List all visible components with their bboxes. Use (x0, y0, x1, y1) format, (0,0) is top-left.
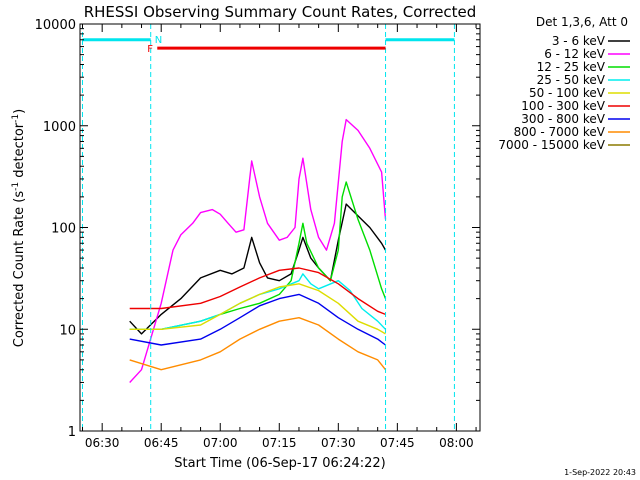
y-label-part-3: ) (12, 109, 27, 114)
plot-frame (79, 23, 481, 432)
x-tick-label: 07:45 (380, 436, 415, 450)
legend-label: 100 - 300 keV (521, 99, 605, 113)
legend-label: 6 - 12 keV (544, 47, 606, 61)
y-tick-label: 10000 (35, 18, 76, 33)
x-axis-label: Start Time (06-Sep-17 06:24:22) (174, 456, 385, 471)
legend-label: 800 - 7000 keV (514, 125, 606, 139)
legend-label: 12 - 25 keV (537, 60, 606, 74)
legend-label: 7000 - 15000 keV (498, 138, 605, 152)
x-tick-label: 07:30 (321, 436, 356, 450)
flags-layer: NF (81, 24, 455, 431)
legend-label: 25 - 50 keV (537, 73, 606, 87)
series-line-2 (129, 181, 387, 330)
series-line-4 (129, 283, 386, 335)
legend-label: 3 - 6 keV (552, 34, 606, 48)
y-label-sup-1: -1 (11, 182, 21, 191)
y-label-sup-2: -1 (11, 114, 21, 123)
axes-layer: 06:30 06:45 07:00 07:15 07:30 07:45 08:00 1 10 10… (35, 18, 480, 450)
y-label-part-1: Corrected Count Rate (s (12, 191, 27, 348)
x-tick-label: 06:30 (85, 436, 120, 450)
y-axis-label: Corrected Count Rate (s-1 detector-1) (11, 109, 27, 347)
y-tick-label: 1000 (43, 120, 76, 135)
y-label-part-2: detector (12, 122, 27, 182)
x-tick-label: 07:00 (203, 436, 238, 450)
legend-header: Det 1,3,6, Att 0 (536, 15, 628, 29)
series-line-3 (129, 273, 387, 330)
legend-label: 300 - 800 keV (521, 112, 605, 126)
night-label: N (155, 35, 162, 46)
series-line-1 (129, 118, 387, 383)
chart-title: RHESSI Observing Summary Count Rates, Co… (84, 3, 477, 21)
y-tick-label: 1 (68, 425, 76, 440)
series-line-6 (129, 293, 386, 346)
series-line-5 (129, 267, 386, 316)
legend-label: 50 - 100 keV (529, 86, 606, 100)
x-tick-label: 07:15 (262, 436, 297, 450)
y-tick-label: 100 (51, 222, 76, 237)
series-layer (129, 118, 387, 383)
timestamp: 1-Sep-2022 20:43 (564, 468, 636, 477)
y-tick-label: 10 (59, 323, 76, 338)
x-tick-label: 08:00 (439, 436, 474, 450)
series-line-0 (129, 203, 387, 335)
flare-label: F (147, 44, 153, 55)
series-line-7 (129, 317, 387, 371)
x-tick-label: 06:45 (144, 436, 179, 450)
